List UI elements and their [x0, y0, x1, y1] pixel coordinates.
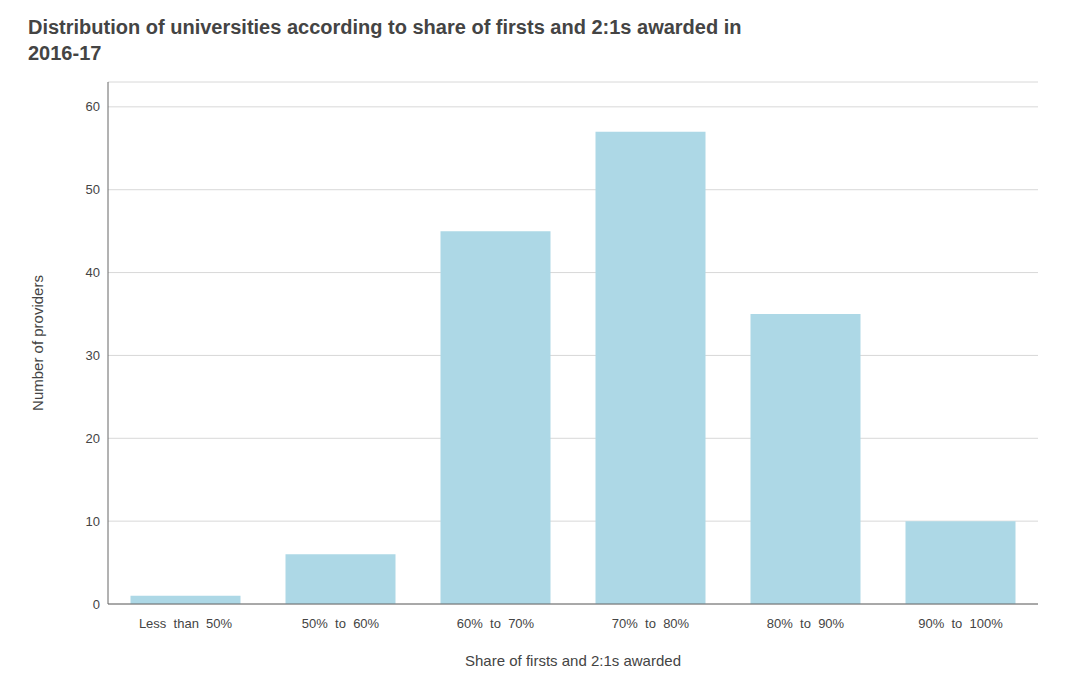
svg-text:50% to 60%: 50% to 60% [302, 616, 380, 631]
svg-text:70% to 80%: 70% to 80% [612, 616, 690, 631]
svg-text:50: 50 [86, 182, 100, 197]
svg-text:0: 0 [93, 597, 100, 612]
svg-text:40: 40 [86, 265, 100, 280]
html-text:Distribution of universities a: Distribution of universities according t… [28, 16, 742, 38]
svg-text:80% to 90%: 80% to 90% [767, 616, 845, 631]
svg-text:10: 10 [86, 514, 100, 529]
svg-text:Less than 50%: Less than 50% [139, 616, 233, 631]
svg-text:60% to 70%: 60% to 70% [457, 616, 535, 631]
svg-text:Number of providers: Number of providers [29, 275, 46, 411]
svg-text:20: 20 [86, 431, 100, 446]
svg-text:90% to 100%: 90% to 100% [918, 616, 1003, 631]
svg-text:60: 60 [86, 99, 100, 114]
html-text:2016-17: 2016-17 [28, 42, 102, 64]
svg-text:30: 30 [86, 348, 100, 363]
svg-text:Share of firsts and 2:1s award: Share of firsts and 2:1s awarded [465, 652, 681, 669]
